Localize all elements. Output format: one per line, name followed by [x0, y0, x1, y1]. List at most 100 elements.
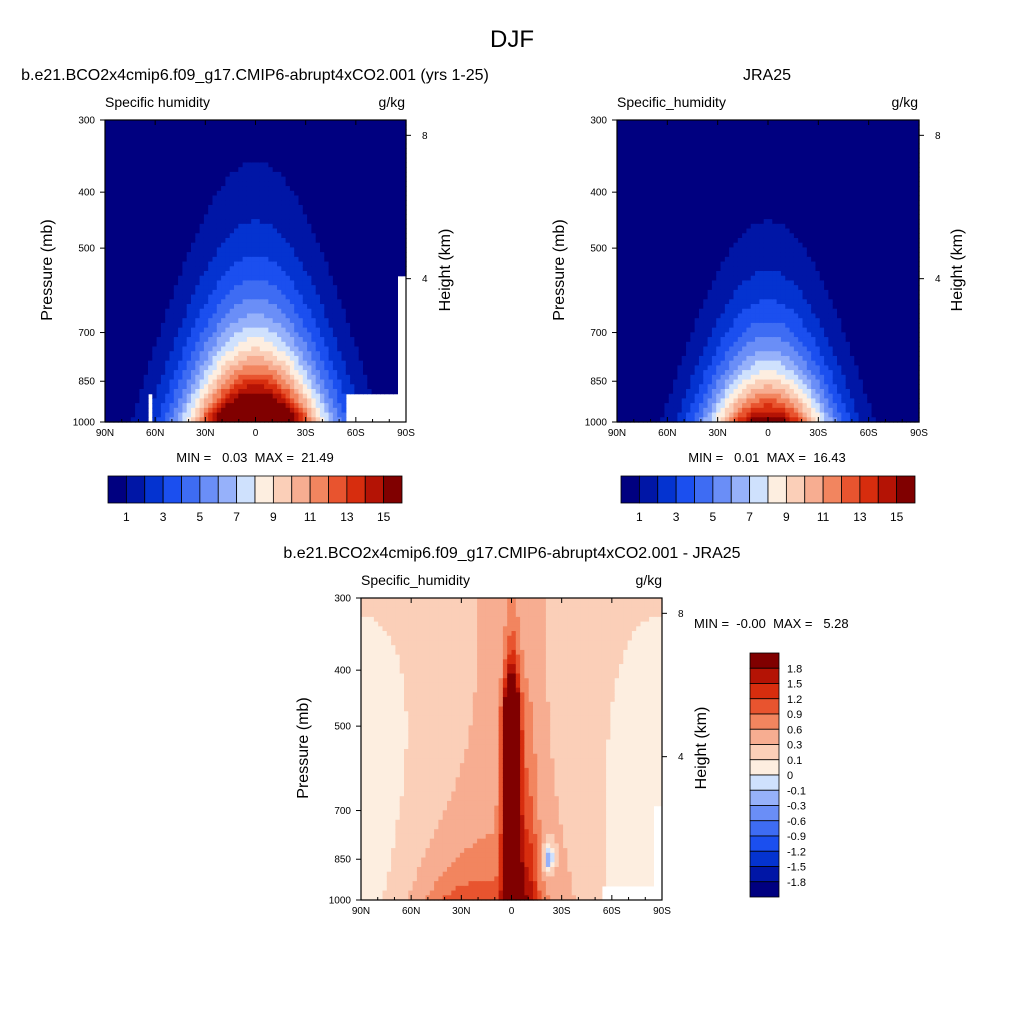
contour-cell: [388, 129, 394, 135]
contour-cell: [289, 308, 295, 315]
contour-cell: [354, 157, 360, 164]
contour-cell: [388, 157, 394, 164]
contour-cell: [203, 204, 209, 211]
contour-cell: [358, 186, 364, 192]
contour-cell: [160, 388, 166, 395]
contour-cell: [384, 341, 390, 348]
contour-cell: [272, 341, 278, 348]
contour-cell: [259, 379, 265, 385]
contour-cell: [105, 252, 110, 258]
contour-cell: [238, 237, 244, 244]
contour-cell: [294, 124, 300, 131]
contour-cell: [629, 129, 635, 135]
contour-cell: [642, 285, 648, 291]
contour-cell: [117, 228, 123, 234]
contour-cell: [208, 261, 214, 267]
contour-cell: [255, 332, 261, 338]
contour-cell: [367, 379, 373, 385]
contour-cell: [341, 204, 347, 211]
contour-cell: [173, 275, 179, 282]
contour-cell: [238, 327, 244, 333]
contour-cell: [173, 129, 179, 135]
contour-cell: [302, 393, 308, 400]
contour-cell: [642, 171, 648, 178]
contour-cell: [246, 120, 252, 126]
contour-cell: [294, 360, 300, 366]
contour-cell: [289, 355, 295, 362]
contour-cell: [208, 398, 214, 404]
contour-cell: [625, 407, 631, 414]
contour-cell: [229, 327, 235, 333]
contour-cell: [350, 360, 355, 366]
contour-cell: [130, 195, 136, 201]
contour-cell: [178, 214, 183, 220]
contour-cell: [259, 318, 265, 324]
contour-cell: [651, 242, 657, 249]
contour-cell: [651, 223, 657, 230]
contour-cell: [354, 237, 360, 244]
contour-cell: [169, 407, 175, 414]
contour-cell: [375, 162, 381, 168]
y-axis-label: Pressure (mb): [551, 219, 568, 320]
contour-cell: [647, 176, 653, 182]
contour-cell: [367, 129, 373, 135]
contour-cell: [617, 237, 622, 244]
contour-cell: [251, 355, 257, 362]
contour-cell: [272, 365, 278, 371]
contour-cell: [277, 195, 282, 201]
contour-cell: [341, 285, 347, 291]
contour-cell: [350, 299, 355, 305]
contour-cell: [246, 233, 252, 239]
contour-cell: [350, 157, 355, 164]
contour-cell: [638, 195, 644, 201]
contour-cell: [139, 318, 145, 324]
contour-cell: [393, 271, 398, 277]
contour-cell: [294, 332, 300, 338]
contour-cell: [358, 214, 364, 220]
contour-cell: [143, 261, 149, 267]
contour-cell: [384, 379, 390, 385]
contour-cell: [264, 237, 269, 244]
contour-cell: [156, 412, 162, 418]
contour-cell: [216, 242, 222, 249]
contour-cell: [160, 374, 166, 381]
contour-cell: [311, 403, 317, 409]
contour-cell: [246, 237, 252, 244]
contour-cell: [238, 233, 244, 239]
contour-cell: [380, 195, 386, 201]
contour-cell: [148, 181, 153, 187]
contour-cell: [307, 341, 312, 348]
contour-cell: [139, 252, 145, 258]
contour-cell: [268, 124, 274, 131]
contour-cell: [234, 176, 239, 182]
contour-cell: [238, 162, 244, 168]
contour-cell: [216, 186, 222, 192]
contour-cell: [186, 214, 192, 220]
contour-cell: [122, 129, 128, 135]
contour-cell: [277, 120, 282, 126]
contour-cell: [105, 204, 110, 211]
contour-cell: [208, 360, 214, 366]
contour-cell: [173, 337, 179, 343]
contour-cell: [332, 370, 338, 376]
contour-cell: [625, 195, 631, 201]
contour-cell: [332, 209, 338, 215]
contour-cell: [388, 308, 394, 315]
contour-cell: [320, 143, 325, 149]
contour-cell: [332, 120, 338, 126]
contour-cell: [221, 327, 226, 333]
contour-cell: [208, 138, 214, 145]
contour-cell: [199, 365, 205, 371]
contour-cell: [264, 280, 269, 286]
contour-cell: [320, 120, 325, 126]
contour-cell: [294, 266, 300, 272]
contour-cell: [169, 294, 175, 300]
contour-cell: [135, 337, 140, 343]
contour-cell: [393, 186, 398, 192]
contour-cell: [289, 341, 295, 348]
contour-cell: [160, 190, 166, 197]
contour-cell: [617, 337, 622, 343]
contour-cell: [621, 407, 627, 414]
contour-cell: [212, 242, 218, 249]
contour-cell: [401, 233, 407, 239]
